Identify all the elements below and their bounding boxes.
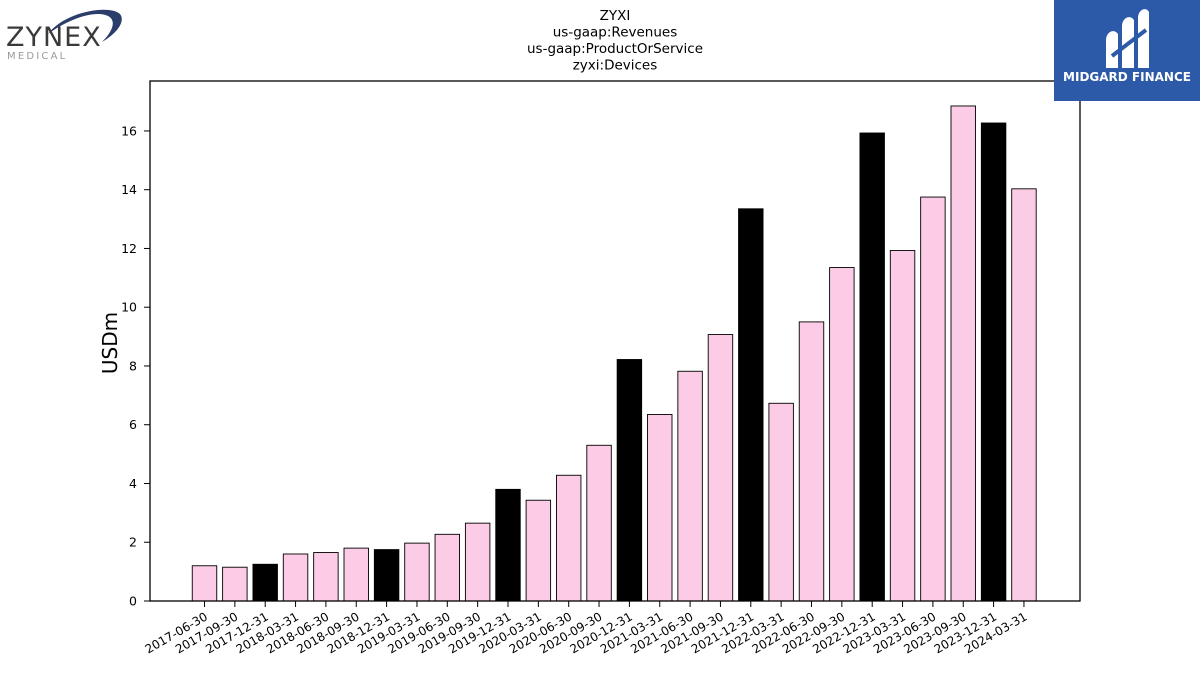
midgard-finance-logo: MIDGARD FINANCE	[1054, 0, 1200, 101]
bar	[889, 250, 916, 602]
zynex-subtitle: MEDICAL	[7, 51, 67, 62]
chart-title-line: us-gaap:ProductOrService	[527, 41, 703, 57]
chart-title-line: zyxi:Devices	[573, 58, 658, 74]
bar	[556, 474, 582, 602]
bar	[768, 402, 794, 602]
bar	[707, 334, 734, 602]
zynex-logo: ZYNEX MEDICAL	[6, 9, 122, 62]
y-tick-label: 8	[129, 358, 137, 373]
bar	[950, 105, 976, 602]
y-tick-label: 10	[121, 300, 137, 315]
bar	[525, 499, 552, 602]
bar	[920, 196, 946, 602]
bar	[859, 132, 885, 602]
bar	[464, 522, 491, 602]
bar	[798, 321, 825, 602]
chart-title-line: ZYXI	[600, 8, 631, 24]
bar	[282, 553, 309, 602]
bar	[677, 370, 703, 602]
chart-title-line: us-gaap:Revenues	[553, 25, 678, 41]
bar	[586, 444, 612, 602]
plot-frame	[149, 80, 1081, 602]
bar	[738, 208, 764, 602]
bar	[343, 547, 369, 602]
y-axis: 0 2 4 6 8 10 12 14 16	[121, 123, 150, 609]
bar	[373, 549, 400, 602]
bar	[1011, 188, 1037, 602]
midgard-wordmark: MIDGARD FINANCE	[1063, 70, 1191, 84]
zynex-wordmark: ZYNEX	[6, 22, 102, 53]
x-axis: 2017-06-302017-09-302017-12-312018-03-31…	[143, 601, 1029, 656]
chart-title: ZYXIus-gaap:Revenuesus-gaap:ProductOrSer…	[527, 8, 703, 74]
bar	[313, 552, 339, 602]
y-tick-label: 2	[129, 535, 137, 550]
y-tick-label: 6	[129, 417, 137, 432]
bars-group	[191, 105, 1037, 602]
y-tick-label: 12	[121, 241, 137, 256]
bar	[647, 414, 673, 602]
bar	[434, 533, 460, 602]
bar	[980, 122, 1007, 602]
y-tick-label: 4	[129, 476, 137, 491]
y-tick-label: 16	[121, 123, 137, 138]
y-tick-label: 0	[129, 594, 137, 609]
bar	[829, 267, 855, 602]
bar	[404, 542, 430, 602]
bar	[495, 488, 521, 602]
y-axis-label: USDm	[98, 312, 122, 374]
bar	[616, 359, 643, 602]
y-tick-label: 14	[121, 182, 137, 197]
bar	[222, 566, 248, 602]
bar	[252, 563, 278, 602]
bar	[191, 565, 218, 602]
